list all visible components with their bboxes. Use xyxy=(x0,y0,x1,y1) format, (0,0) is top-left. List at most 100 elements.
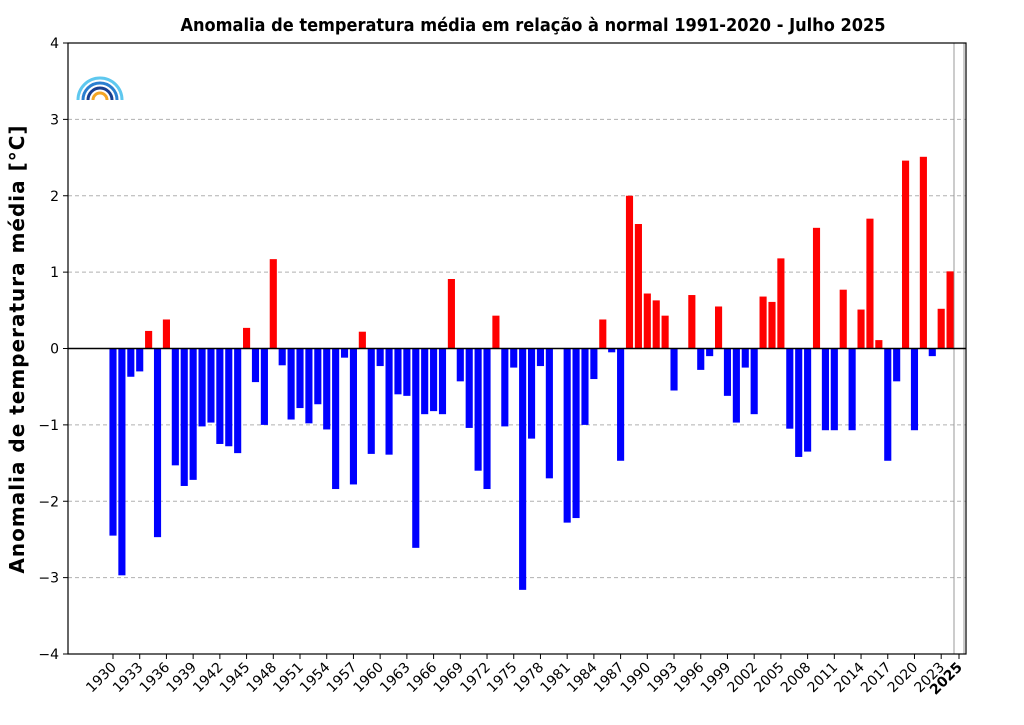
x-tick-label: 1945 xyxy=(217,660,254,697)
bar-2003 xyxy=(759,296,767,349)
bar-1964 xyxy=(412,348,420,548)
y-tick-label: −3 xyxy=(38,571,59,587)
bar-1960 xyxy=(376,348,384,367)
bar-1966 xyxy=(430,348,438,412)
bar-1965 xyxy=(421,348,429,415)
bar-1961 xyxy=(385,348,393,455)
bar-1975 xyxy=(510,348,518,368)
bar-1969 xyxy=(456,348,464,382)
bar-1984 xyxy=(590,348,598,380)
bar-1947 xyxy=(260,348,268,425)
x-tick-label: 1972 xyxy=(457,660,494,697)
bar-1940 xyxy=(198,348,206,427)
bar-1973 xyxy=(492,315,500,349)
x-tick-label: 1993 xyxy=(644,660,681,697)
x-tick-label: 2002 xyxy=(724,660,761,697)
bar-2013 xyxy=(848,348,856,431)
bar-2008 xyxy=(804,348,812,452)
bar-1971 xyxy=(474,348,482,471)
bar-1993 xyxy=(670,348,678,391)
bar-1968 xyxy=(447,279,455,349)
bar-1956 xyxy=(340,348,349,358)
bar-2023 xyxy=(937,308,945,349)
bar-1959 xyxy=(367,348,375,454)
x-tick-label: 1990 xyxy=(618,660,655,697)
x-axis-ticks: 1930193319361939194219451948195119541957… xyxy=(83,654,966,698)
y-tick-label: −2 xyxy=(38,494,59,510)
y-tick-label: −1 xyxy=(38,418,59,434)
bar-1953 xyxy=(314,348,322,405)
x-tick-label: 2005 xyxy=(751,660,788,697)
bar-1931 xyxy=(118,348,126,576)
x-tick-label: 2008 xyxy=(778,660,815,697)
bar-1955 xyxy=(332,348,340,490)
chart-title: Anomalia de temperatura média em relação… xyxy=(180,15,885,36)
bar-1935 xyxy=(153,348,162,538)
bar-1967 xyxy=(438,348,447,415)
x-tick-label: 1984 xyxy=(564,659,601,696)
bar-1938 xyxy=(180,348,188,486)
x-tick-label: 1960 xyxy=(350,660,387,697)
bar-1949 xyxy=(278,348,286,366)
bar-1982 xyxy=(572,348,580,519)
x-tick-label: 2011 xyxy=(805,660,842,697)
bar-1939 xyxy=(189,348,197,480)
x-tick-label: 1996 xyxy=(671,659,708,696)
bar-1991 xyxy=(652,300,660,349)
y-axis-label: Anomalia de temperatura média [°C] xyxy=(5,124,29,573)
bar-2020 xyxy=(910,348,919,431)
bar-1986 xyxy=(608,348,616,353)
x-tick-label: 2014 xyxy=(831,659,868,696)
x-tick-label: 1981 xyxy=(537,660,574,697)
y-axis-ticks: 4 3 2 1 0 −1 −2 −3 −4 xyxy=(38,36,68,663)
bar-1933 xyxy=(136,348,144,372)
bar-1946 xyxy=(251,348,260,383)
x-tick-label: 1999 xyxy=(698,660,735,697)
bar-2017 xyxy=(884,348,892,461)
bar-2021 xyxy=(919,156,927,349)
bar-1983 xyxy=(581,348,589,425)
bar-1972 xyxy=(483,348,491,490)
bar-1932 xyxy=(127,348,135,377)
bar-1937 xyxy=(171,348,179,466)
bar-2006 xyxy=(786,348,794,429)
bar-2009 xyxy=(812,227,821,349)
x-tick-label: 1954 xyxy=(297,659,334,696)
weather-service-logo-icon xyxy=(76,76,124,101)
x-tick-label: 1978 xyxy=(511,660,548,697)
bar-1948 xyxy=(269,259,277,349)
y-tick-label: 2 xyxy=(50,189,59,205)
bar-1952 xyxy=(305,348,313,424)
bar-1963 xyxy=(403,348,411,396)
bar-1943 xyxy=(225,348,233,447)
bar-1978 xyxy=(536,348,545,367)
x-tick-label: 1942 xyxy=(190,660,227,697)
bar-2019 xyxy=(902,160,910,349)
x-tick-label: 1951 xyxy=(270,660,307,697)
axes xyxy=(67,42,967,655)
bar-1992 xyxy=(661,315,669,349)
bar-2004 xyxy=(768,301,776,349)
bar-1998 xyxy=(715,306,723,349)
bar-1981 xyxy=(563,348,571,523)
bar-2000 xyxy=(732,348,740,423)
x-tick-label: 2017 xyxy=(858,660,895,697)
y-tick-label: 4 xyxy=(50,36,59,52)
bar-1997 xyxy=(706,348,714,357)
bar-1976 xyxy=(519,348,527,590)
bar-1934 xyxy=(145,330,153,349)
x-tick-label: 1969 xyxy=(431,660,468,697)
bar-2007 xyxy=(795,348,803,457)
x-tick-label: 1939 xyxy=(163,660,200,697)
x-tick-label: 1966 xyxy=(404,659,441,696)
bar-1999 xyxy=(723,348,732,396)
bar-1988 xyxy=(625,195,634,349)
bar-1974 xyxy=(501,348,509,427)
bar-1936 xyxy=(162,319,170,349)
y-tick-label: −4 xyxy=(38,647,59,663)
bar-2022 xyxy=(928,348,936,357)
x-tick-label: 1930 xyxy=(83,660,120,697)
x-tick-label: 1987 xyxy=(591,660,628,697)
